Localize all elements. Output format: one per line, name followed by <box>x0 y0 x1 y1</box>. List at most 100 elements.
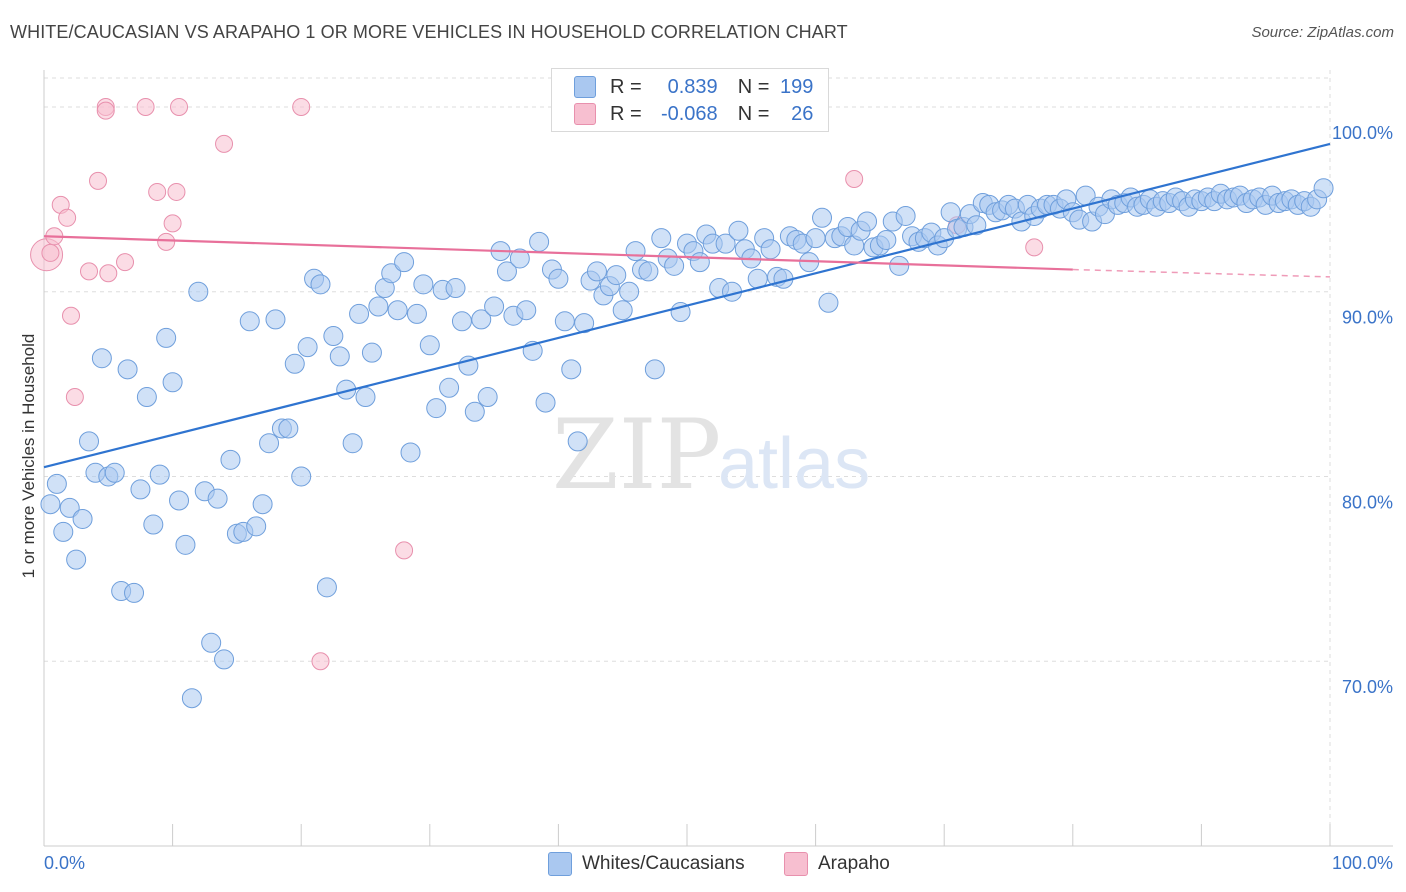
x-tick-label: 100.0% <box>1332 853 1393 873</box>
arapaho-point <box>1025 238 1044 257</box>
whites-point <box>291 466 312 487</box>
whites-point <box>509 248 530 269</box>
correlation-legend: R = 0.839 N = 199 R = -0.068 N = 26 <box>551 68 829 132</box>
whites-point <box>516 300 537 321</box>
arapaho-point <box>62 306 81 325</box>
arapaho-point <box>157 232 176 251</box>
whites-point <box>156 327 177 348</box>
legend-n-label: N = <box>737 75 770 98</box>
watermark: ZIP atlas <box>552 399 870 511</box>
whites-point <box>857 211 878 232</box>
arapaho-point <box>170 97 189 116</box>
arapaho-point <box>148 182 167 201</box>
whites-point <box>188 281 209 302</box>
arapaho-point <box>136 97 155 116</box>
whites-point <box>451 311 472 332</box>
whites-point <box>567 431 588 452</box>
bottom-legend-label-arapaho: Arapaho <box>818 853 890 874</box>
legend-row-whites: R = 0.839 N = 199 <box>574 75 813 99</box>
whites-point <box>40 494 61 515</box>
axes <box>43 70 1393 847</box>
whites-point <box>175 534 196 555</box>
arapaho-trend-line <box>43 235 1073 271</box>
arapaho-point <box>311 652 330 671</box>
whites-point <box>664 255 685 276</box>
legend-swatch-arapaho <box>574 103 596 125</box>
whites-point <box>876 229 897 250</box>
arapaho-point <box>58 208 77 227</box>
whites-point <box>689 252 710 273</box>
chart-title: WHITE/CAUCASIAN VS ARAPAHO 1 OR MORE VEH… <box>10 22 848 42</box>
whites-point <box>59 497 80 518</box>
whites-point <box>284 353 305 374</box>
whites-point <box>805 228 826 249</box>
whites-point <box>310 274 331 295</box>
whites-point <box>535 392 556 413</box>
whites-point <box>612 300 633 321</box>
whites-point <box>413 274 434 295</box>
watermark-zip: ZIP <box>552 399 721 511</box>
whites-point <box>895 205 916 226</box>
whites-point <box>574 313 595 334</box>
whites-point <box>46 473 67 494</box>
whites-point <box>529 231 550 252</box>
whites-point <box>644 359 665 380</box>
whites-point <box>651 228 672 249</box>
bottom-legend-whites: Whites/Caucasians <box>548 852 745 876</box>
y-tick-label: 70.0% <box>1342 677 1393 697</box>
whites-point <box>715 233 736 254</box>
whites-point <box>619 281 640 302</box>
whites-point <box>368 296 389 317</box>
whites-point <box>53 521 74 542</box>
whites-point <box>464 401 485 422</box>
whites-point <box>728 220 749 241</box>
arapaho-point <box>80 262 99 281</box>
legend-r-value: 0.839 <box>667 75 718 98</box>
bottom-legend-swatch-whites <box>548 852 572 876</box>
arapaho-point <box>167 182 186 201</box>
whites-point <box>124 582 145 603</box>
whites-point <box>889 255 910 276</box>
y-tick-label: 90.0% <box>1342 308 1393 328</box>
whites-point <box>136 387 157 408</box>
whites-point <box>355 387 376 408</box>
arapaho-point <box>99 264 118 283</box>
whites-point <box>818 292 839 313</box>
arapaho-point <box>215 134 234 153</box>
legend-r-label: R = <box>610 102 642 125</box>
whites-point <box>214 649 235 670</box>
legend-n-value: 26 <box>791 102 814 125</box>
whites-point <box>239 311 260 332</box>
whites-point <box>246 516 267 537</box>
whites-point <box>561 359 582 380</box>
whites-point <box>265 309 286 330</box>
arapaho-point <box>65 388 84 407</box>
arapaho-point <box>292 97 311 116</box>
whites-point <box>812 207 833 228</box>
whites-point <box>259 433 280 454</box>
y-axis-label: 1 or more Vehicles in Household <box>19 334 38 579</box>
whites-point <box>72 508 93 529</box>
whites-point <box>760 239 781 260</box>
trend-lines <box>43 142 1331 469</box>
bottom-legend-swatch-arapaho <box>784 852 808 876</box>
whites-point <box>169 490 190 511</box>
whites-point <box>252 494 273 515</box>
whites-point <box>91 348 112 369</box>
whites-point <box>387 300 408 321</box>
whites-point <box>143 514 164 535</box>
whites-point <box>477 387 498 408</box>
legend-r-value: -0.068 <box>660 102 718 125</box>
arapaho-point <box>395 541 414 560</box>
whites-point <box>220 449 241 470</box>
whites-point <box>323 326 344 347</box>
whites-point <box>181 688 202 709</box>
whites-point <box>278 418 299 439</box>
y-tick-label: 80.0% <box>1342 492 1393 512</box>
whites-point <box>419 335 440 356</box>
whites-point <box>297 337 318 358</box>
arapaho-point <box>41 243 60 262</box>
arapaho-point <box>163 214 182 233</box>
whites-point <box>439 377 460 398</box>
